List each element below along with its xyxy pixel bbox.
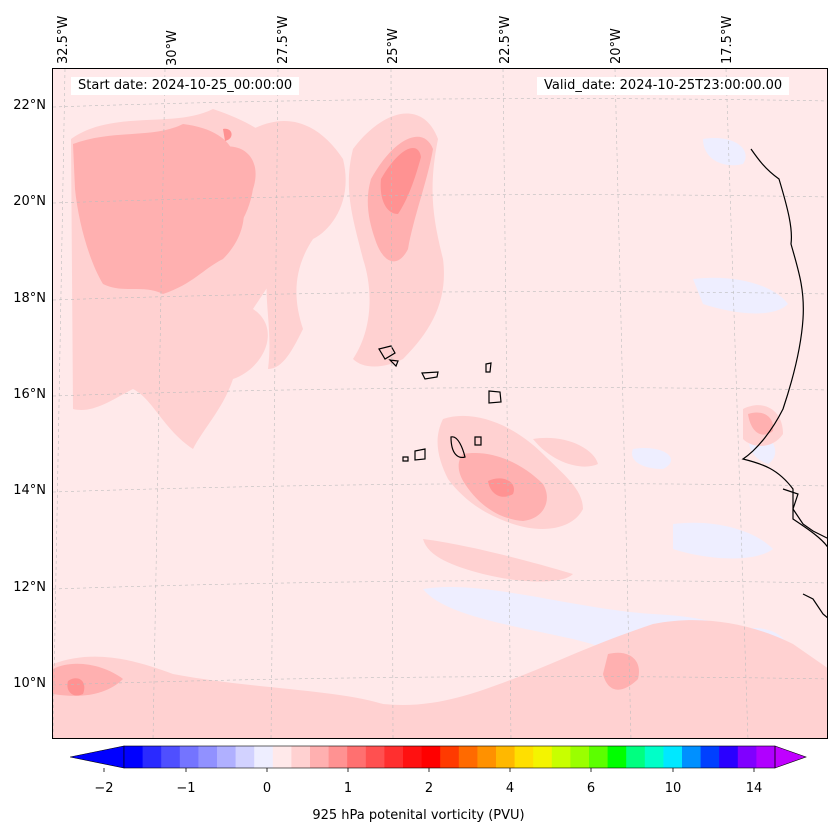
colorbar-tick: 4 [505, 781, 515, 796]
latitude-label-20n: 20°N [13, 194, 46, 209]
longitude-label-27-5w: 27.5°W [276, 15, 291, 64]
colorbar-segment [217, 746, 237, 768]
colorbar-segment [644, 746, 664, 768]
colorbar-segment [700, 746, 720, 768]
graticule [53, 69, 827, 738]
colorbar-segment [235, 746, 255, 768]
colorbar-segment [124, 746, 144, 768]
colorbar-segment [756, 746, 776, 768]
senegal-gambia-coast [782, 488, 827, 539]
longitude-label-20w: 20°W [609, 28, 624, 64]
colorbar-segment [310, 746, 330, 768]
longitude-label-17-5w: 17.5°W [720, 15, 735, 64]
latitude-label-12n: 12°N [13, 580, 46, 595]
colorbar-segment [347, 746, 367, 768]
pv-field-svg [53, 69, 827, 738]
island-santo-antao [378, 345, 396, 360]
island-boa-vista [488, 390, 502, 404]
colorbar-frame [123, 745, 776, 769]
longitude-label-25w: 25°W [386, 28, 401, 64]
island-fogo [414, 448, 426, 461]
colorbar-tick: 1 [343, 781, 353, 796]
colorbar-segment [421, 746, 441, 768]
colorbar-segment [142, 746, 162, 768]
longitude-label-30w: 30°W [165, 30, 180, 66]
colorbar-segment [663, 746, 683, 768]
colorbar-segment [403, 746, 423, 768]
colorbar-tick: 10 [664, 781, 682, 796]
colorbar-segment [514, 746, 534, 768]
longitude-label-32-5w: 32.5°W [56, 15, 71, 64]
colorbar-segment [384, 746, 404, 768]
colorbar-extend-max [774, 745, 807, 769]
colorbar-tick: 14 [745, 781, 763, 796]
latitude-label-10n: 10°N [13, 676, 46, 691]
colorbar-segment [458, 746, 478, 768]
colorbar-tick: 6 [586, 781, 596, 796]
colorbar-segment [254, 746, 274, 768]
colorbar-tick: 0 [262, 781, 272, 796]
pv-map [52, 68, 828, 739]
colorbar-segment [477, 746, 497, 768]
colorbar-segment [440, 746, 460, 768]
colorbar-segment [551, 746, 571, 768]
colorbar-segment [179, 746, 199, 768]
island-brava [402, 456, 409, 462]
colorbar-segment [570, 746, 590, 768]
guinea-bissau-coast [802, 593, 827, 619]
island-sal [485, 362, 492, 373]
colorbar-segment [161, 746, 181, 768]
colorbar-tick: −1 [176, 781, 196, 796]
colorbar-extend-min [70, 745, 125, 769]
colorbar-segment [272, 746, 292, 768]
island-santiago [450, 436, 466, 459]
coastline [378, 148, 827, 619]
latitude-label-14n: 14°N [13, 483, 46, 498]
colorbar-segment [291, 746, 311, 768]
colorbar-segment [626, 746, 646, 768]
colorbar-segment [198, 746, 218, 768]
colorbar [70, 745, 807, 772]
africa-coast [741, 148, 827, 548]
colorbar-segment [682, 746, 702, 768]
colorbar-segment [365, 746, 385, 768]
island-sao-nicolau [421, 371, 439, 380]
colorbar-tick: 2 [424, 781, 434, 796]
colorbar-segment [328, 746, 348, 768]
colorbar-segment [589, 746, 609, 768]
colorbar-label: 925 hPa potenital vorticity (PVU) [312, 808, 525, 823]
colorbar-segment [737, 746, 757, 768]
colorbar-tick: −2 [94, 781, 114, 796]
pv-level-3-areas [67, 128, 514, 696]
island-sao-vicente [388, 359, 399, 368]
colorbar-segment [607, 746, 627, 768]
latitude-label-18n: 18°N [13, 291, 46, 306]
colorbar-segment [533, 746, 553, 768]
latitude-label-16n: 16°N [13, 387, 46, 402]
colorbar-segment [496, 746, 516, 768]
colorbar-segment [719, 746, 739, 768]
valid-date-label: Valid_date: 2024-10-25T23:00:00.00 [537, 77, 790, 95]
start-date-label: Start date: 2024-10-25_00:00:00 [71, 77, 300, 95]
latitude-label-22n: 22°N [13, 98, 46, 113]
longitude-label-22-5w: 22.5°W [498, 15, 513, 64]
island-maio [474, 436, 482, 446]
